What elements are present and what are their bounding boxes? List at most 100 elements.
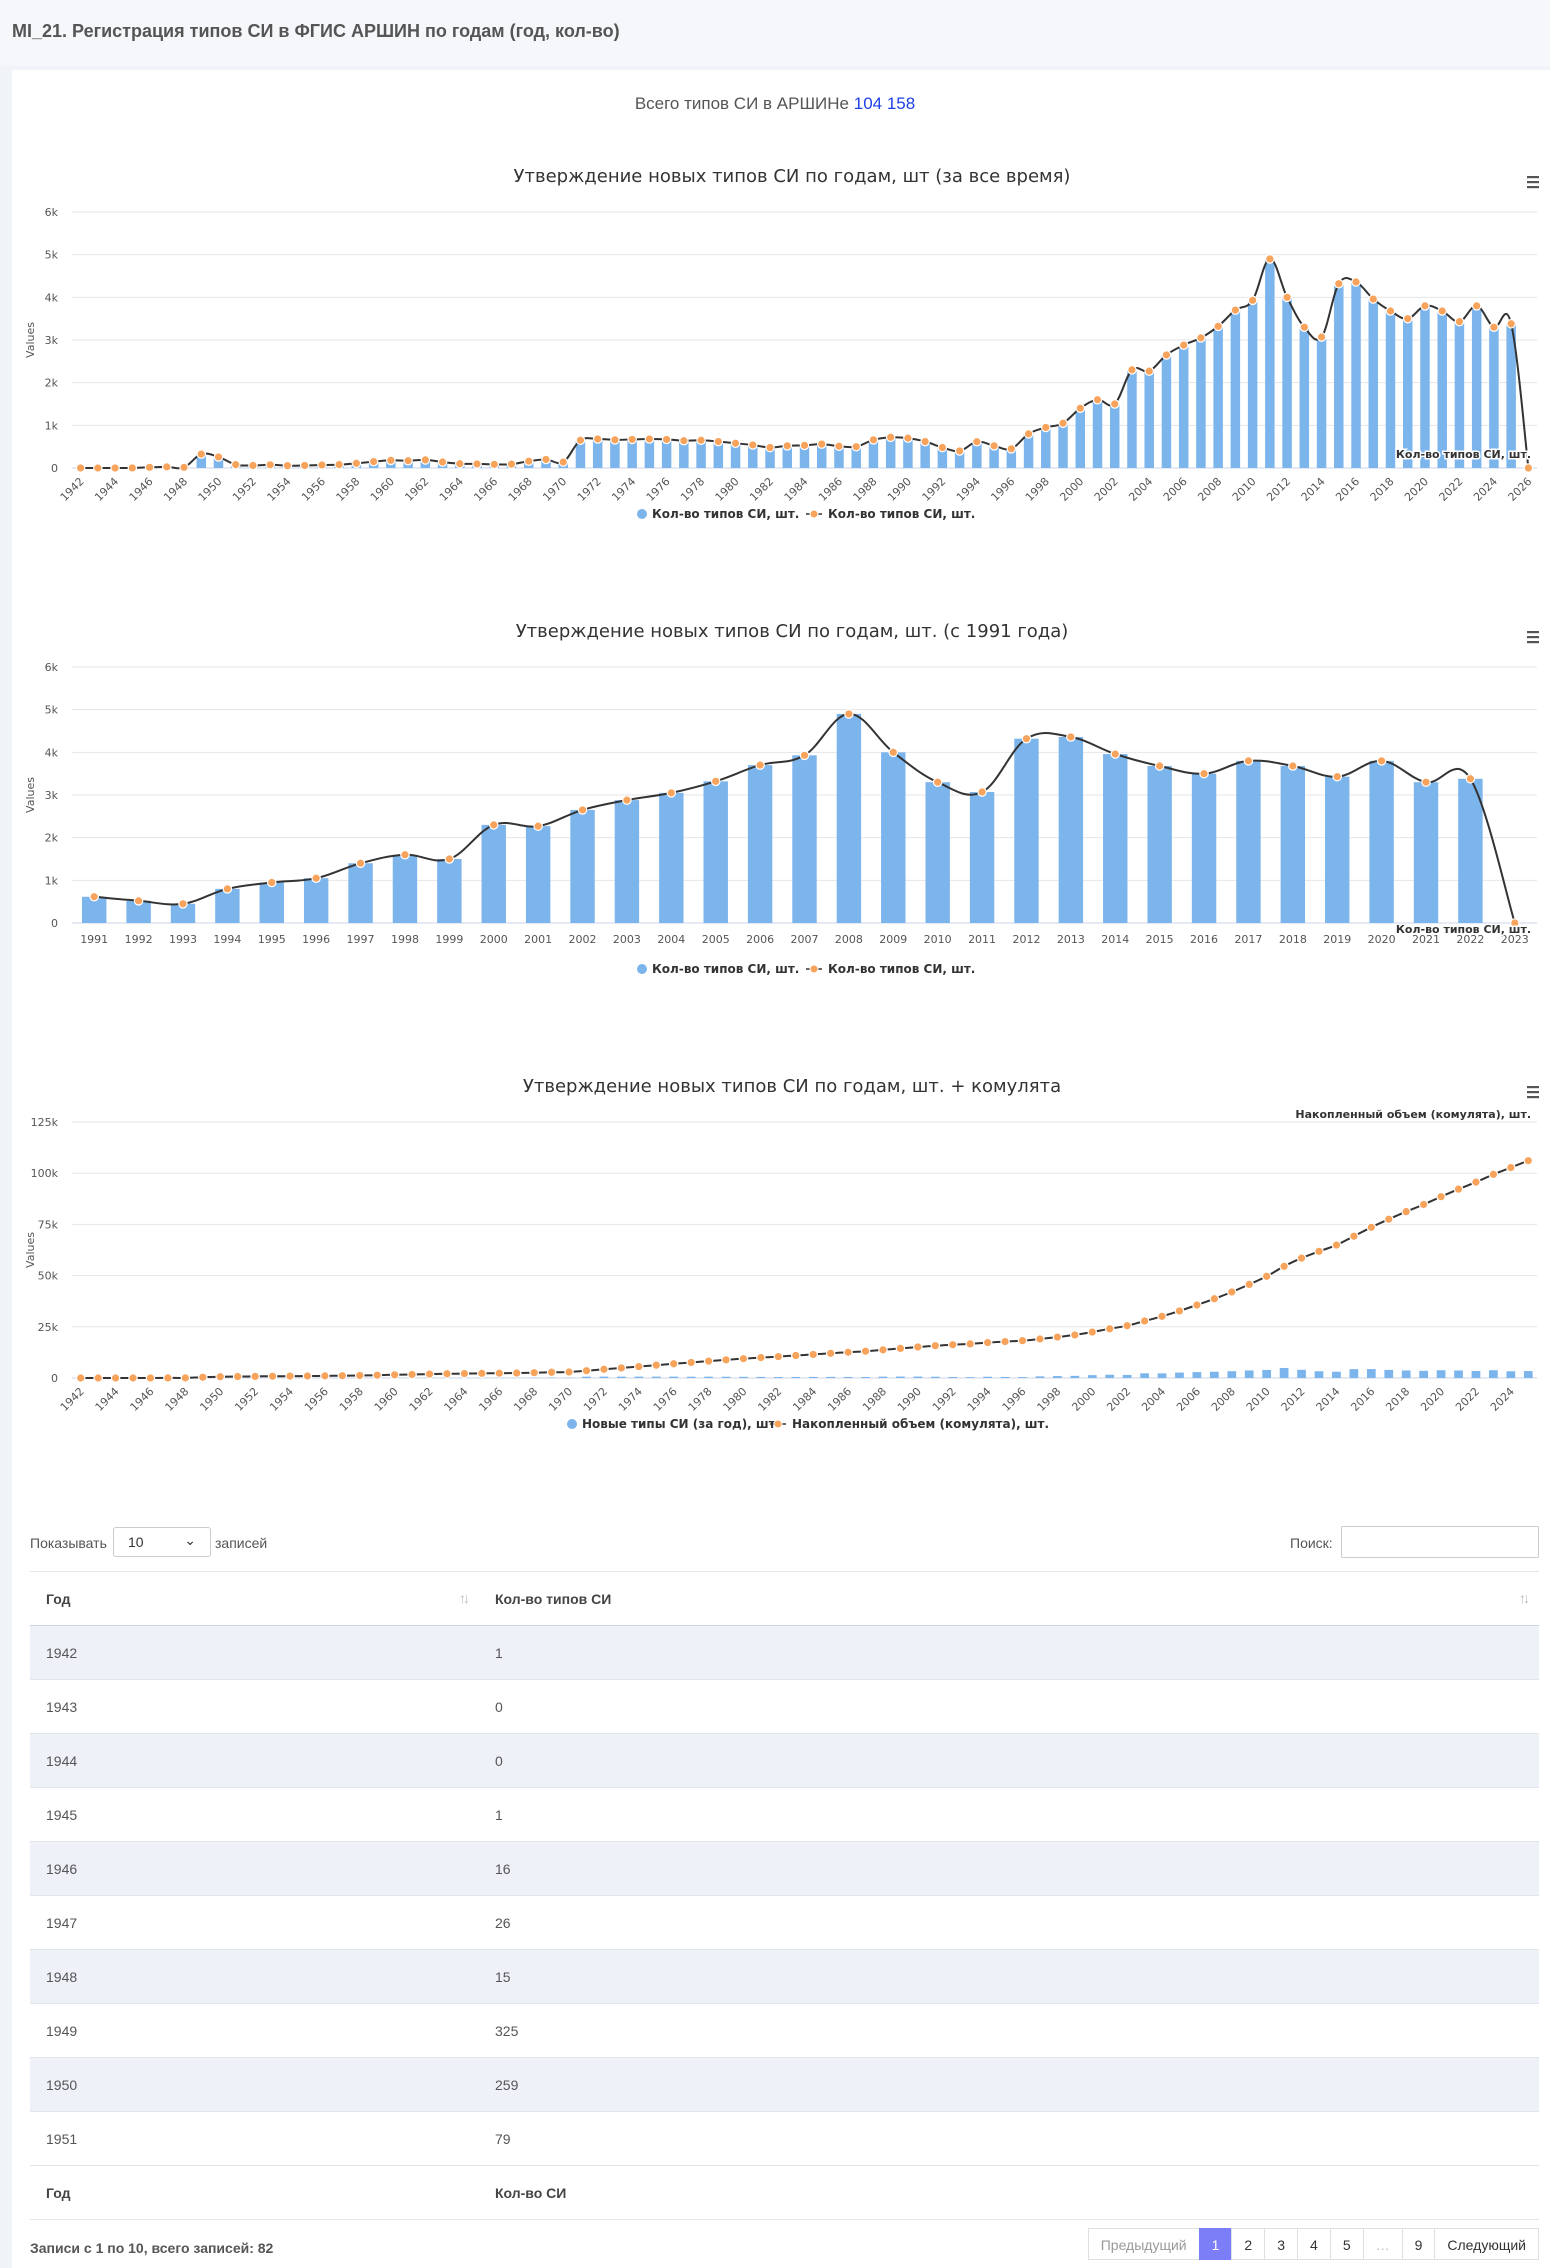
- bar: [816, 444, 827, 468]
- x-tick-label: 1952: [230, 475, 259, 504]
- x-tick-label: 1998: [1035, 1385, 1064, 1414]
- x-tick-label: 1970: [540, 475, 569, 504]
- data-point: [666, 788, 677, 798]
- data-point: [529, 1367, 539, 1378]
- y-tick-label: 75k: [38, 1218, 59, 1231]
- chart-all-time: Утверждение новых типов СИ по годам, шт …: [24, 166, 1539, 521]
- data-point: [825, 1348, 836, 1359]
- cell-count: 26: [479, 1895, 1539, 1950]
- bar: [669, 1376, 679, 1378]
- data-point: [1288, 761, 1298, 771]
- chart-title: Утверждение новых типов СИ по годам, шт.…: [523, 1076, 1061, 1097]
- bar: [843, 1376, 853, 1378]
- search-input[interactable]: [1341, 1526, 1539, 1558]
- x-tick-label: 2026: [1506, 475, 1535, 504]
- x-tick-label: 2020: [1368, 933, 1396, 946]
- bar: [747, 765, 773, 923]
- cell-count: 325: [479, 2003, 1539, 2058]
- cell-count: 1: [479, 1625, 1539, 1680]
- data-point: [1314, 1246, 1324, 1257]
- data-point: [1471, 1177, 1481, 1187]
- bar: [896, 1376, 905, 1378]
- bar: [1244, 1370, 1254, 1378]
- data-point: [972, 436, 982, 447]
- bar: [196, 454, 207, 468]
- x-tick-label: 2024: [1488, 1385, 1517, 1414]
- x-tick-label: 1964: [437, 475, 466, 504]
- table-row: 1947 26: [30, 1895, 1539, 1950]
- table-row: 1944 0: [30, 1733, 1539, 1788]
- pagination-page-1[interactable]: 1: [1198, 2228, 1233, 2260]
- data-point: [506, 459, 517, 469]
- bar: [1325, 776, 1350, 923]
- length-select[interactable]: 10 ⌄: [113, 1527, 211, 1557]
- data-point: [110, 463, 120, 473]
- data-point: [407, 1369, 417, 1380]
- x-tick-label: 2008: [1195, 475, 1224, 504]
- pagination-prev-button[interactable]: Предыдущий: [1087, 2228, 1200, 2260]
- data-point: [799, 440, 810, 451]
- pagination-page-2[interactable]: 2: [1231, 2228, 1266, 2260]
- menu-icon[interactable]: [1527, 176, 1539, 189]
- data-point: [920, 436, 930, 447]
- bar: [1413, 782, 1439, 923]
- column-header-count[interactable]: Кол-во типов СИ ↑↓: [479, 1571, 1539, 1626]
- y-axis-label: Values: [24, 777, 37, 813]
- bar: [582, 1376, 591, 1378]
- bar: [1280, 765, 1306, 923]
- menu-icon[interactable]: [1527, 1086, 1539, 1099]
- table-info: Записи с 1 по 10, всего записей: 82: [30, 2240, 274, 2256]
- x-tick-label: 2011: [968, 933, 996, 946]
- x-tick-label: 2008: [1209, 1385, 1238, 1414]
- bar: [756, 1376, 766, 1378]
- data-point: [222, 884, 233, 894]
- bar: [1366, 1369, 1376, 1378]
- bar: [1018, 1377, 1027, 1378]
- pagination-page-5[interactable]: 5: [1329, 2228, 1364, 2260]
- data-point: [1058, 418, 1068, 428]
- pagination-page-3[interactable]: 3: [1264, 2228, 1299, 2260]
- bar: [948, 1377, 958, 1378]
- x-tick-label: 1968: [511, 1385, 540, 1414]
- bar: [1351, 281, 1361, 468]
- x-tick-label: 2014: [1299, 475, 1328, 504]
- menu-icon[interactable]: [1527, 631, 1539, 644]
- bar: [851, 446, 861, 468]
- data-point: [1243, 756, 1254, 766]
- data-point: [437, 457, 448, 467]
- legend-point-marker: [773, 1419, 783, 1429]
- bar: [1349, 1369, 1359, 1378]
- bar: [1058, 423, 1068, 468]
- x-tick-label: 1948: [161, 475, 190, 504]
- data-point: [1402, 313, 1413, 324]
- data-point: [1006, 443, 1017, 454]
- x-tick-label: 2015: [1146, 933, 1174, 946]
- data-point: [459, 1368, 470, 1379]
- pagination-page-9[interactable]: 9: [1401, 2228, 1436, 2260]
- data-point: [661, 434, 672, 445]
- x-tick-label: 1974: [609, 475, 638, 504]
- x-tick-label: 2010: [924, 933, 952, 946]
- pagination-next-button[interactable]: Следующий: [1434, 2228, 1539, 2260]
- data-point: [765, 442, 775, 453]
- data-point: [1437, 306, 1448, 316]
- pagination-page-4[interactable]: 4: [1297, 2228, 1331, 2260]
- bar: [913, 1376, 923, 1378]
- bar: [1227, 1371, 1237, 1378]
- data-point: [1122, 1320, 1132, 1331]
- data-point: [599, 1364, 609, 1375]
- y-tick-label: 100k: [31, 1167, 59, 1180]
- sort-icon: ↑↓: [1519, 1590, 1530, 1606]
- x-tick-label: 2006: [1174, 1385, 1203, 1414]
- data-point: [1420, 301, 1430, 311]
- data-point: [592, 434, 603, 444]
- data-point: [248, 460, 258, 471]
- column-header-year[interactable]: Год ↑↓: [30, 1571, 479, 1626]
- bar: [748, 444, 758, 468]
- cell-count: 0: [479, 1733, 1539, 1788]
- bar: [599, 1376, 609, 1378]
- x-tick-label: 2017: [1234, 933, 1262, 946]
- data-point: [320, 1371, 330, 1381]
- data-point: [1199, 768, 1209, 779]
- x-tick-label: 1944: [93, 1385, 122, 1414]
